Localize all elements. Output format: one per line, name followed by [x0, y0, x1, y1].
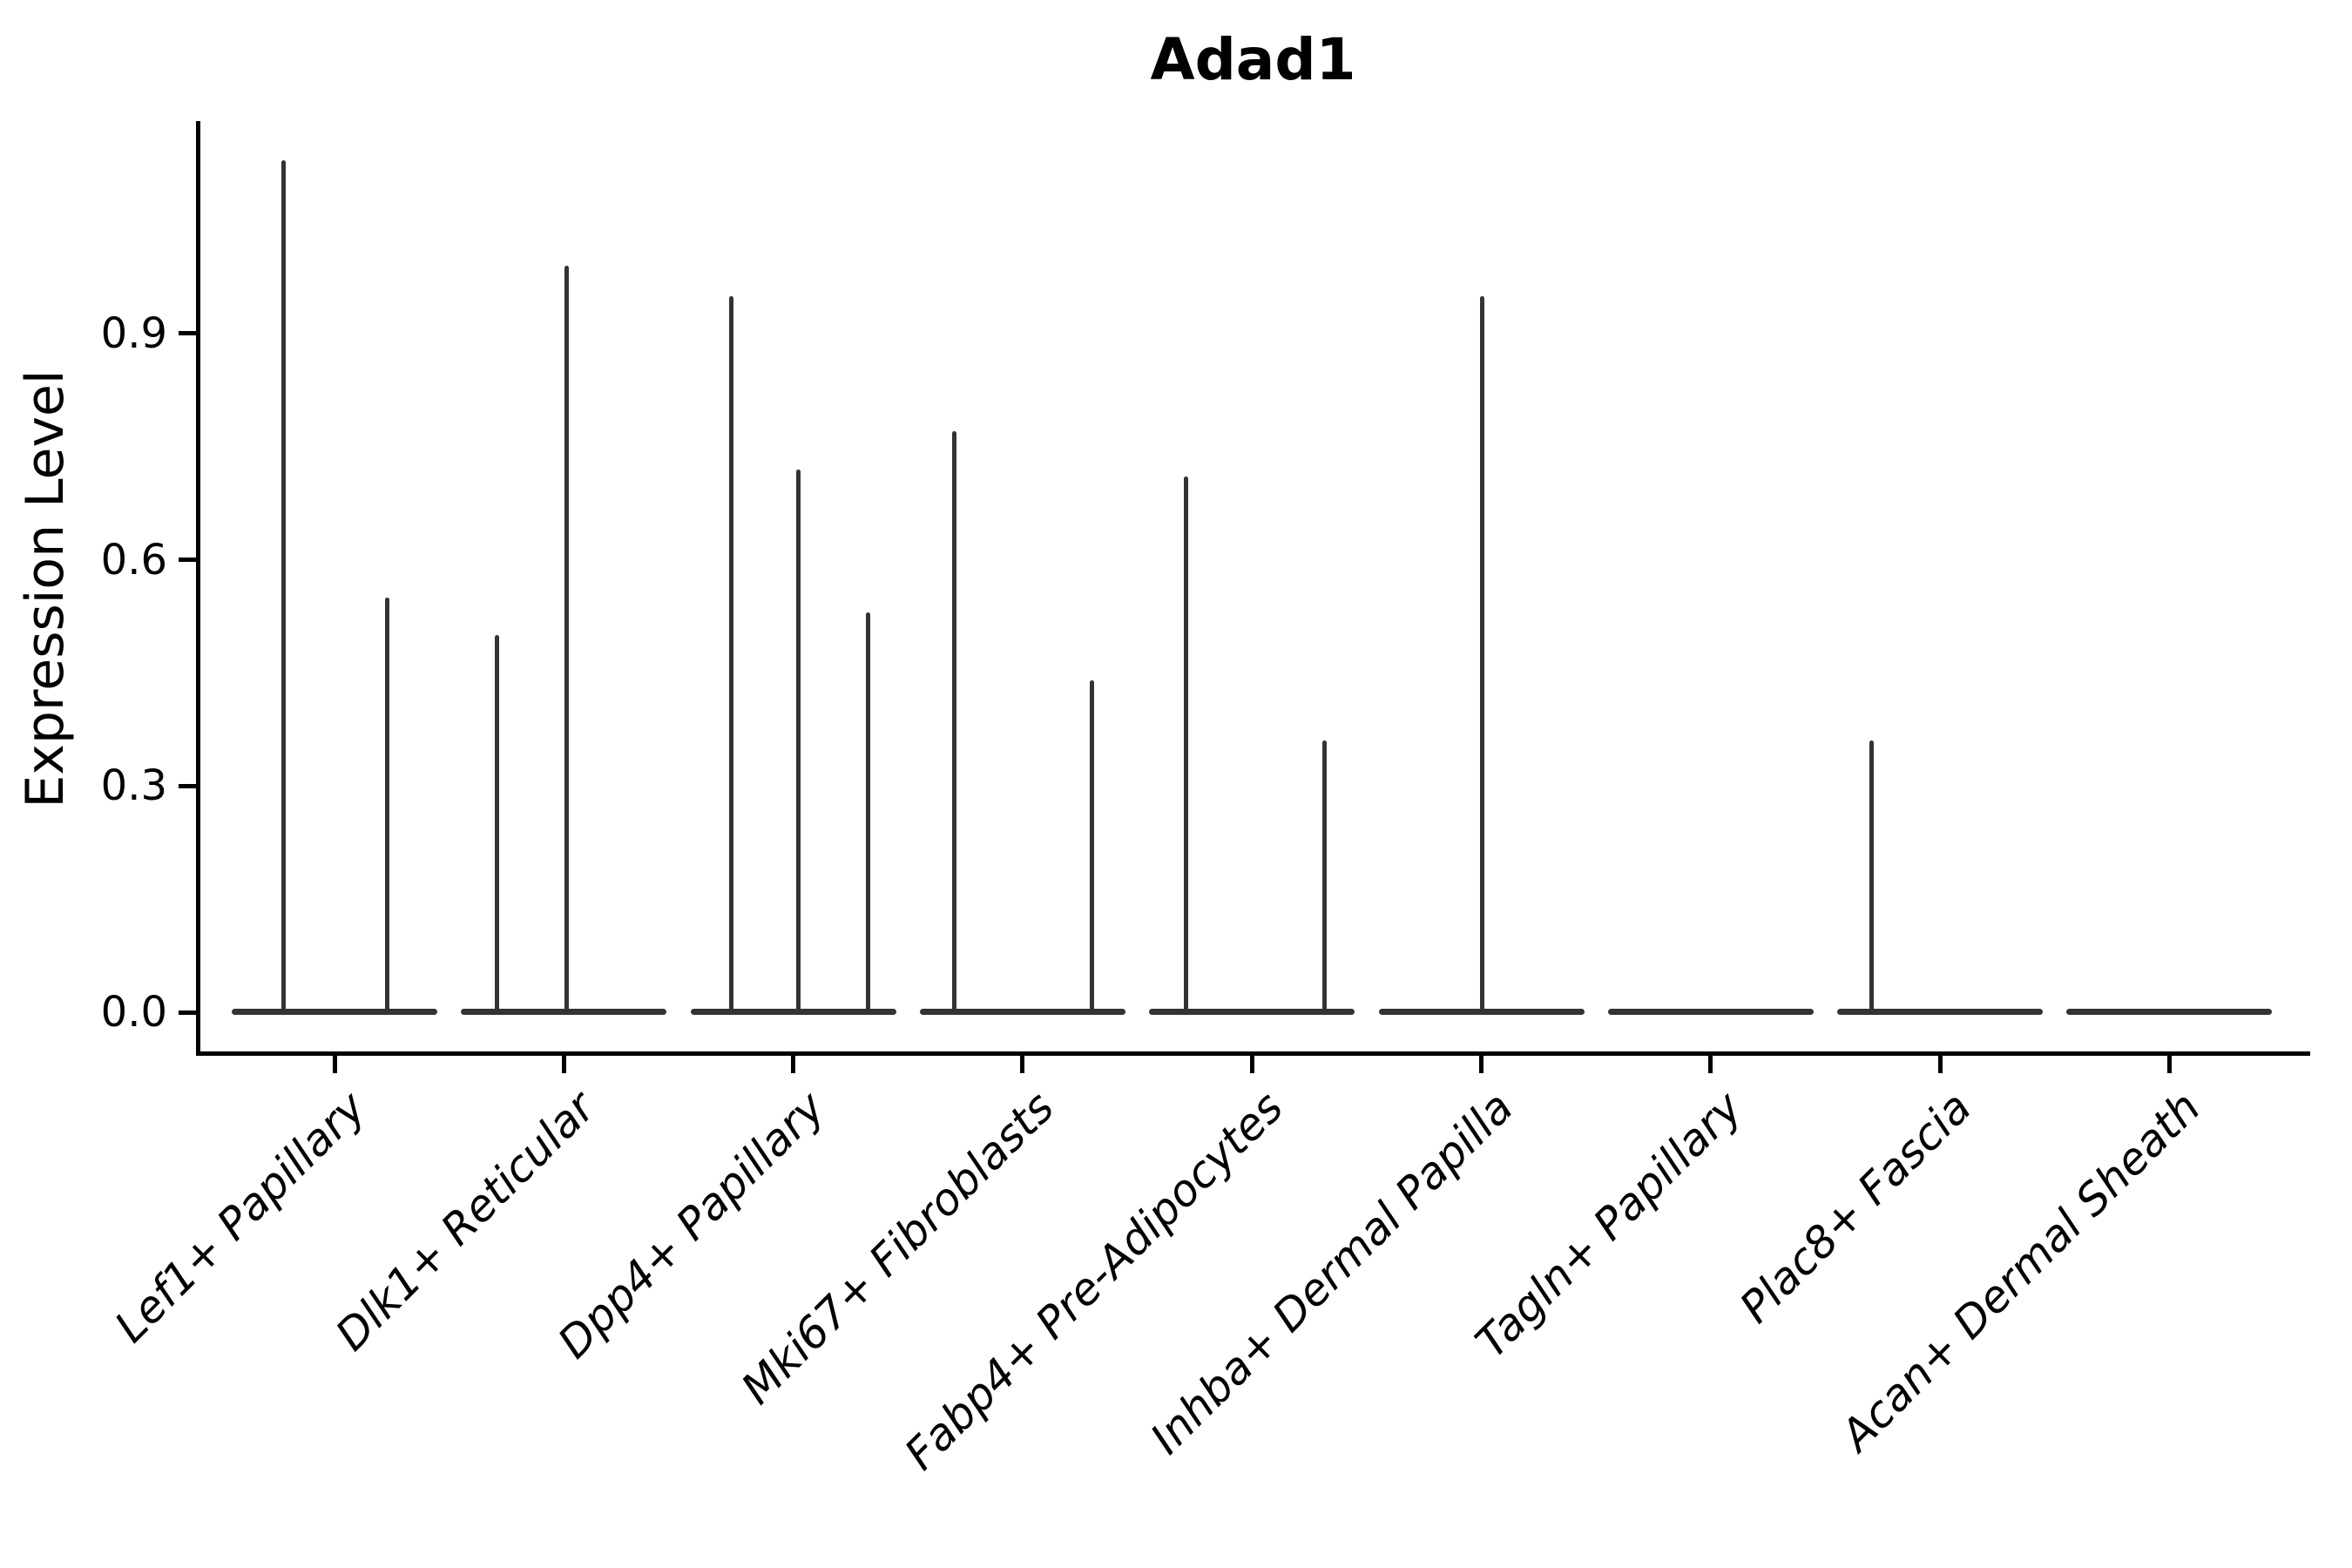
x-tick-label: Lef1+ Papillary — [105, 1082, 376, 1353]
x-tick-mark — [561, 1056, 566, 1073]
y-tick-mark — [179, 783, 196, 788]
violin-spike — [866, 612, 871, 1014]
violin-spike — [1480, 295, 1485, 1014]
violin-spike — [952, 431, 957, 1014]
x-tick-mark — [1937, 1056, 1943, 1073]
violin-base — [1149, 1009, 1355, 1015]
y-tick-mark — [179, 331, 196, 336]
y-axis-spine — [196, 121, 200, 1056]
violin-base — [2066, 1009, 2273, 1015]
y-tick-label: 0.3 — [100, 761, 167, 811]
violin-base — [690, 1009, 896, 1015]
x-tick-mark — [791, 1056, 796, 1073]
violin-base — [919, 1009, 1125, 1015]
violin-spike — [1090, 680, 1095, 1014]
y-tick-label: 0.6 — [100, 535, 167, 585]
x-tick-mark — [2166, 1056, 2172, 1073]
y-tick-mark — [179, 558, 196, 563]
x-tick-mark — [1249, 1056, 1254, 1073]
x-axis-spine — [196, 1051, 2310, 1056]
x-tick-mark — [1020, 1056, 1025, 1073]
x-tick-label: Inhba+ Dermal Papilla — [1140, 1082, 1523, 1464]
violin-spike — [1321, 740, 1327, 1014]
y-tick-label: 0.9 — [100, 308, 167, 358]
violin-base — [1837, 1009, 2044, 1015]
x-tick-mark — [332, 1056, 337, 1073]
y-axis-label: Expression Level — [15, 369, 76, 808]
violin-spike — [494, 635, 499, 1014]
violin-spike — [1183, 476, 1188, 1014]
violin-base — [232, 1009, 437, 1015]
violin-base — [1607, 1009, 1814, 1015]
violin-spike — [384, 597, 389, 1014]
x-tick-mark — [1708, 1056, 1713, 1073]
x-tick-label: Plac8+ Fascia — [1730, 1082, 1982, 1333]
y-tick-label: 0.0 — [100, 988, 167, 1037]
violin-spike — [564, 266, 569, 1014]
violin-spike — [796, 469, 801, 1014]
y-tick-mark — [179, 1010, 196, 1015]
plot-title: Adad1 — [1150, 26, 1356, 93]
x-tick-mark — [1479, 1056, 1484, 1073]
violin-spike — [280, 159, 286, 1014]
x-tick-label: Fabp4+ Pre-Adipocytes — [895, 1082, 1294, 1480]
violin-spike — [1869, 740, 1874, 1014]
violin-base — [461, 1009, 667, 1015]
violin-spike — [729, 295, 733, 1014]
